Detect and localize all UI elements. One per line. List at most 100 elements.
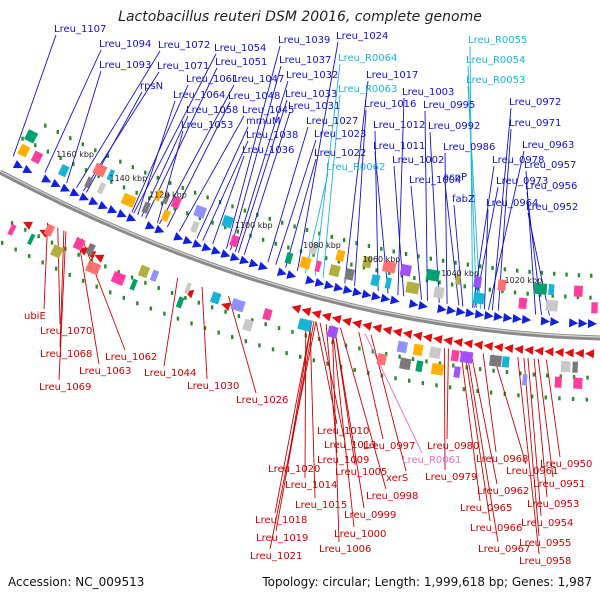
tick-mark [81, 142, 85, 147]
tick-mark [236, 229, 240, 234]
gene-label: Lreu_0955 [519, 538, 571, 549]
gene-features [7, 129, 598, 389]
tick-mark [291, 329, 294, 334]
gene-label: Lreu_1003 [402, 87, 454, 98]
leader-line [460, 350, 481, 502]
reverse-gene-arrow [382, 326, 393, 336]
leader-line [464, 350, 491, 522]
tick-mark [438, 361, 442, 366]
reverse-gene-arrow [372, 324, 383, 333]
gene-feature-block [473, 276, 483, 289]
leader-line [43, 222, 49, 310]
gene-feature-block [262, 308, 273, 321]
forward-gene-arrow [550, 317, 560, 327]
reverse-gene-arrow [524, 345, 534, 355]
leader-line [137, 100, 176, 216]
gene-label: Lreu_0997 [363, 441, 415, 452]
gene-label: Lreu_0957 [524, 160, 576, 171]
tick-mark [211, 220, 214, 225]
gene-label: Lreu_0958 [519, 556, 571, 567]
tick-mark [576, 295, 580, 300]
tick-mark [551, 293, 554, 298]
forward-gene-arrow [437, 304, 447, 313]
reverse-gene-arrow [473, 340, 484, 350]
tick-mark [476, 388, 479, 393]
gene-feature-block [415, 360, 424, 373]
tick-mark [44, 123, 47, 128]
gene-feature-block [361, 255, 373, 269]
gene-label: Lreu_1018 [255, 515, 307, 526]
gene-feature-block [396, 340, 409, 354]
leader-line [59, 230, 65, 348]
gene-label: Lreu_0967 [478, 544, 530, 555]
leader-line [444, 182, 460, 306]
tick-mark [169, 180, 172, 185]
tick-mark [441, 258, 445, 263]
gene-feature-block [230, 298, 246, 313]
gene-feature-block [149, 269, 160, 282]
bottom-gene-labels: ubiE Lreu_1070 Lreu_1068 Lreu_1069 Lreu_1063… [24, 311, 592, 567]
tick-mark [478, 264, 482, 269]
leader-line [237, 99, 288, 253]
tick-mark [21, 136, 24, 141]
tick-mark [54, 266, 58, 271]
gene-label: Lreu_0966 [470, 523, 522, 534]
leader-line [469, 45, 474, 308]
tick-mark [10, 221, 14, 226]
gene-label: Lreu_1039 [278, 35, 330, 46]
forward-gene-arrow [578, 318, 588, 328]
forward-gene-arrow [333, 282, 344, 292]
tick-mark [122, 295, 125, 300]
tick-mark [478, 367, 482, 372]
leader-line [322, 94, 341, 279]
tick-mark [559, 374, 562, 379]
tick-mark [572, 375, 576, 380]
tick-mark [37, 234, 40, 239]
tick-mark [190, 321, 193, 326]
genome-backbone-highlight [0, 170, 600, 338]
leader-line [133, 53, 217, 214]
tick-mark [590, 273, 593, 278]
gene-feature-block [430, 362, 445, 376]
gene-label: Lreu_R0061 [402, 455, 461, 466]
gene-feature-block [160, 209, 171, 222]
forward-gene-arrow [286, 270, 297, 279]
kbp-label: 1120 kbp [149, 190, 187, 199]
tick-mark [337, 259, 340, 264]
leader-line [453, 204, 464, 307]
gene-label: Lreu_R0062 [326, 162, 385, 173]
tick-mark [519, 371, 522, 376]
tick-mark [589, 295, 592, 300]
reverse-gene-arrow [321, 312, 332, 322]
gene-feature-block [129, 278, 138, 291]
tick-mark [411, 357, 415, 362]
tick-mark [585, 397, 588, 402]
reverse-gene-arrow [221, 302, 232, 312]
gene-feature-block [548, 283, 555, 296]
tick-mark [251, 318, 254, 323]
tick-mark [492, 368, 495, 373]
forward-gene-arrow [371, 291, 381, 301]
tick-mark [274, 241, 277, 246]
gene-label: Lreu_1000 [334, 529, 386, 540]
gene-label: Lreu_1051 [215, 57, 267, 68]
forward-gene-arrow [50, 178, 61, 188]
gene-label: Lreu_1044 [144, 368, 196, 379]
tick-mark [293, 224, 296, 229]
gene-label: Lreu_0998 [366, 491, 418, 502]
tick-mark [540, 270, 544, 275]
reverse-gene-arrow [574, 348, 584, 358]
forward-gene-arrow [182, 235, 193, 245]
reverse-gene-arrow [443, 336, 453, 346]
leader-line [267, 126, 309, 263]
tick-mark [206, 195, 209, 200]
tick-mark [577, 273, 581, 278]
tick-mark [362, 265, 366, 270]
forward-gene-arrow [342, 285, 353, 294]
tick-mark [193, 190, 197, 195]
gene-label: Lreu_R0053 [466, 75, 525, 86]
gene-label: Lreu_1009 [317, 455, 369, 466]
tick-mark [46, 149, 50, 154]
reverse-gene-arrow [331, 315, 342, 324]
